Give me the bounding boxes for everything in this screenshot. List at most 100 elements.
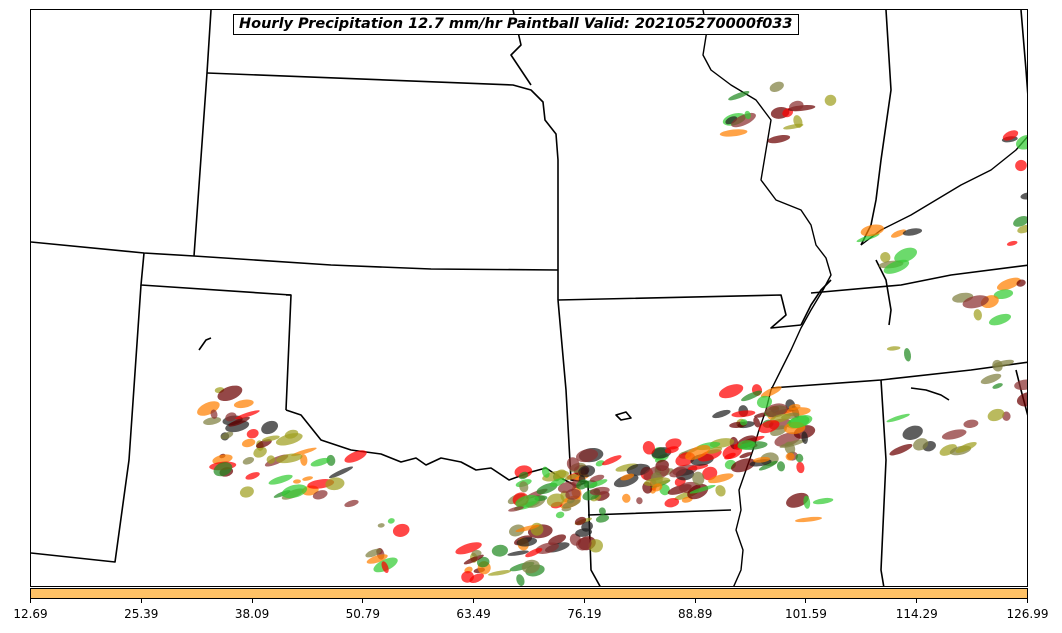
precip-blob bbox=[737, 440, 756, 450]
precip-blob bbox=[902, 228, 923, 236]
precip-blob bbox=[293, 479, 301, 484]
precip-blob bbox=[692, 471, 705, 486]
precip-blob bbox=[455, 542, 482, 555]
precip-blob bbox=[767, 134, 791, 144]
colorbar-tick bbox=[473, 599, 475, 603]
precip-blob bbox=[562, 499, 581, 509]
colorbar-tick-label: 63.49 bbox=[456, 607, 491, 621]
precip-blob bbox=[795, 453, 804, 463]
precip-blob bbox=[521, 559, 540, 574]
precip-blob bbox=[476, 556, 490, 568]
precip-blob bbox=[197, 401, 220, 416]
precip-blob bbox=[228, 416, 250, 427]
precip-blob bbox=[246, 429, 259, 439]
precip-blob bbox=[731, 458, 756, 473]
precip-blob bbox=[788, 415, 810, 429]
precip-blob bbox=[689, 484, 716, 494]
mississippi-river bbox=[702, 10, 832, 586]
colorbar-tick-label: 114.29 bbox=[895, 607, 938, 621]
precip-blob bbox=[328, 466, 354, 479]
precip-blob bbox=[669, 467, 687, 478]
precip-blob bbox=[241, 438, 256, 448]
precip-blob bbox=[789, 100, 804, 112]
colorbar bbox=[30, 588, 1028, 599]
precip-blob bbox=[518, 471, 529, 480]
precip-blob bbox=[715, 485, 726, 497]
precip-blob bbox=[702, 466, 718, 481]
precip-blob bbox=[566, 457, 580, 471]
precip-blob bbox=[1016, 279, 1026, 287]
precip-blob bbox=[622, 493, 631, 503]
precip-blob bbox=[886, 346, 901, 351]
precip-blob bbox=[574, 516, 587, 526]
precip-blob bbox=[326, 454, 336, 466]
colorbar-tick bbox=[30, 599, 31, 603]
precip-blob bbox=[785, 452, 795, 461]
precip-blob bbox=[546, 493, 565, 507]
precip-blob bbox=[233, 399, 254, 409]
precip-blob bbox=[519, 481, 529, 493]
precip-blob bbox=[886, 413, 910, 423]
precip-blob bbox=[642, 441, 655, 455]
precip-blob bbox=[576, 479, 589, 490]
precip-blob bbox=[281, 484, 308, 499]
boundary-ks-ne-line bbox=[31, 241, 559, 271]
precip-blob bbox=[213, 462, 233, 477]
precip-blob bbox=[643, 477, 670, 487]
precip-blob bbox=[613, 474, 639, 488]
precip-blob bbox=[801, 431, 808, 444]
precip-blob bbox=[242, 457, 255, 465]
precip-blob bbox=[731, 410, 756, 418]
boundary-ok-ks bbox=[286, 294, 802, 329]
precip-blob bbox=[549, 478, 566, 487]
colorbar-tick-label: 126.99 bbox=[1006, 607, 1049, 621]
precip-blob bbox=[253, 446, 267, 458]
precip-blob bbox=[993, 289, 1014, 300]
precip-blob bbox=[589, 479, 608, 488]
colorbar-tick bbox=[1027, 599, 1028, 603]
lake-small-ok bbox=[615, 411, 632, 421]
precip-blob bbox=[234, 410, 260, 420]
boundary-tn-south bbox=[770, 361, 1027, 389]
precip-blob bbox=[344, 450, 367, 463]
boundary-nm-west bbox=[31, 284, 142, 563]
precip-blob bbox=[687, 464, 709, 471]
precip-blob bbox=[903, 348, 912, 362]
map-canvas bbox=[31, 10, 1027, 586]
precip-blob bbox=[764, 403, 788, 418]
precip-blob bbox=[980, 373, 1002, 385]
precip-blob bbox=[758, 460, 778, 471]
precip-blob bbox=[753, 456, 771, 463]
precip-blob bbox=[541, 466, 550, 478]
boundary-ne-ks-top bbox=[206, 72, 559, 300]
precip-blob bbox=[988, 313, 1012, 326]
precip-blob bbox=[598, 507, 606, 516]
colorbar-tick-label: 25.39 bbox=[124, 607, 159, 621]
precip-blob bbox=[724, 452, 736, 460]
precip-blob bbox=[665, 438, 682, 450]
precip-blob bbox=[812, 497, 834, 505]
precip-blob bbox=[760, 386, 782, 398]
precip-blob bbox=[992, 359, 1003, 372]
colorbar-tick-label: 76.19 bbox=[567, 607, 602, 621]
precip-blob bbox=[508, 506, 524, 512]
precip-blob bbox=[756, 395, 773, 409]
lake-tn bbox=[910, 387, 950, 401]
precip-blob bbox=[902, 425, 923, 440]
colorbar-tick bbox=[916, 599, 918, 603]
precip-blob bbox=[469, 573, 484, 584]
boundary-ohio-river bbox=[860, 136, 1027, 246]
precip-blob bbox=[883, 259, 910, 274]
precip-blob bbox=[516, 537, 538, 547]
precip-blob bbox=[565, 488, 581, 500]
boundary-ms-al bbox=[880, 379, 887, 586]
precip-blob bbox=[636, 497, 643, 505]
precip-blob bbox=[245, 472, 260, 480]
precip-blob bbox=[365, 548, 382, 558]
colorbar-tick bbox=[362, 599, 364, 603]
precip-blob bbox=[741, 390, 762, 402]
precip-blob bbox=[516, 574, 525, 586]
precip-blob bbox=[955, 441, 977, 453]
precip-blob bbox=[262, 435, 280, 442]
map-title: Hourly Precipitation 12.7 mm/hr Paintbal… bbox=[233, 14, 799, 35]
